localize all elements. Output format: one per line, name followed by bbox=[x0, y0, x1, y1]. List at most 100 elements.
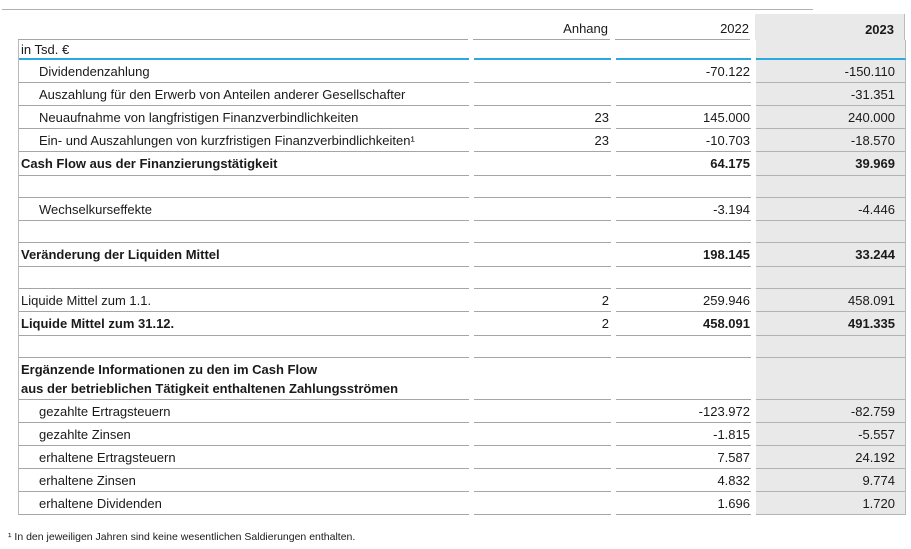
value-2023: -5.557 bbox=[756, 423, 906, 446]
value-2023 bbox=[756, 358, 906, 400]
table-row: Liquide Mittel zum 31.12. 2 458.091 491.335 bbox=[19, 312, 906, 336]
anhang-value bbox=[474, 198, 611, 221]
row-label bbox=[19, 336, 469, 358]
value-2023: 39.969 bbox=[756, 152, 906, 176]
anhang-value: 23 bbox=[474, 129, 611, 152]
anhang-value bbox=[474, 243, 611, 267]
table-row: Auszahlung für den Erwerb von Anteilen a… bbox=[19, 83, 906, 106]
value-2023: -82.759 bbox=[756, 400, 906, 423]
value-2023: 491.335 bbox=[756, 312, 906, 336]
header-2022: 2022 bbox=[615, 14, 750, 40]
value-2022: -1.815 bbox=[616, 423, 751, 446]
footnote: ¹ In den jeweiligen Jahren sind keine we… bbox=[8, 531, 356, 543]
table-row: Cash Flow aus der Finanzierungstätigkeit… bbox=[19, 152, 906, 176]
table-row: Neuaufnahme von langfristigen Finanzverb… bbox=[19, 106, 906, 129]
row-label: Dividendenzahlung bbox=[19, 60, 469, 83]
row-label: Neuaufnahme von langfristigen Finanzverb… bbox=[19, 106, 469, 129]
value-2023: -18.570 bbox=[756, 129, 906, 152]
value-2022: 259.946 bbox=[616, 289, 751, 312]
value-2023: -31.351 bbox=[756, 83, 906, 106]
anhang-value bbox=[474, 446, 611, 469]
row-label bbox=[19, 221, 469, 243]
value-2022: -10.703 bbox=[616, 129, 751, 152]
anhang-value: 23 bbox=[474, 106, 611, 129]
table-row: erhaltene Zinsen 4.832 9.774 bbox=[19, 469, 906, 492]
table-row: Ein- und Auszahlungen von kurzfristigen … bbox=[19, 129, 906, 152]
anhang-value bbox=[474, 492, 611, 515]
anhang-value bbox=[474, 176, 611, 198]
row-label: erhaltene Dividenden bbox=[19, 492, 469, 515]
row-label: Veränderung der Liquiden Mittel bbox=[19, 243, 469, 267]
row-label: Liquide Mittel zum 1.1. bbox=[19, 289, 469, 312]
row-label bbox=[19, 176, 469, 198]
header-2023: 2023 bbox=[755, 14, 905, 40]
value-2022: 198.145 bbox=[616, 243, 751, 267]
value-2023: 240.000 bbox=[756, 106, 906, 129]
spacer-row bbox=[19, 221, 906, 243]
unit-2023-cell bbox=[756, 40, 906, 60]
value-2022: 145.000 bbox=[616, 106, 751, 129]
anhang-value: 2 bbox=[474, 312, 611, 336]
anhang-value bbox=[474, 469, 611, 492]
row-label: Liquide Mittel zum 31.12. bbox=[19, 312, 469, 336]
row-label: Wechselkurseffekte bbox=[19, 198, 469, 221]
table-row: gezahlte Ertragsteuern -123.972 -82.759 bbox=[19, 400, 906, 423]
row-label: erhaltene Ertragsteuern bbox=[19, 446, 469, 469]
value-2023: 33.244 bbox=[756, 243, 906, 267]
top-rule bbox=[2, 9, 813, 10]
table-row: Veränderung der Liquiden Mittel 198.145 33… bbox=[19, 243, 906, 267]
header-label-cell bbox=[18, 14, 468, 40]
value-2022 bbox=[616, 267, 751, 289]
value-2023: 1.720 bbox=[756, 492, 906, 515]
row-label bbox=[19, 267, 469, 289]
value-2022: -123.972 bbox=[616, 400, 751, 423]
anhang-value bbox=[474, 267, 611, 289]
anhang-value bbox=[474, 358, 611, 400]
value-2022: 458.091 bbox=[616, 312, 751, 336]
value-2023 bbox=[756, 336, 906, 358]
row-label: Auszahlung für den Erwerb von Anteilen a… bbox=[19, 83, 469, 106]
anhang-value bbox=[474, 336, 611, 358]
table-row: Wechselkurseffekte -3.194 -4.446 bbox=[19, 198, 906, 221]
table-row: Dividendenzahlung -70.122 -150.110 bbox=[19, 60, 906, 83]
row-label: gezahlte Zinsen bbox=[19, 423, 469, 446]
table-row: Liquide Mittel zum 1.1. 2 259.946 458.091 bbox=[19, 289, 906, 312]
value-2023 bbox=[756, 267, 906, 289]
value-2022 bbox=[616, 336, 751, 358]
anhang-value bbox=[474, 152, 611, 176]
anhang-value: 2 bbox=[474, 289, 611, 312]
value-2022 bbox=[616, 83, 751, 106]
value-2023: 24.192 bbox=[756, 446, 906, 469]
anhang-value bbox=[474, 423, 611, 446]
cashflow-table: Anhang 2022 2023 in Tsd. € Dividendenzah… bbox=[18, 14, 906, 515]
value-2023: 9.774 bbox=[756, 469, 906, 492]
row-label: erhaltene Zinsen bbox=[19, 469, 469, 492]
row-label: Cash Flow aus der Finanzierungstätigkeit bbox=[19, 152, 469, 176]
spacer-row bbox=[19, 336, 906, 358]
unit-row: in Tsd. € bbox=[19, 40, 906, 60]
value-2022: 4.832 bbox=[616, 469, 751, 492]
value-2022: -70.122 bbox=[616, 60, 751, 83]
spacer-row bbox=[19, 176, 906, 198]
spacer-row bbox=[19, 267, 906, 289]
value-2023: 458.091 bbox=[756, 289, 906, 312]
value-2023: -150.110 bbox=[756, 60, 906, 83]
anhang-value bbox=[474, 60, 611, 83]
row-label: gezahlte Ertragsteuern bbox=[19, 400, 469, 423]
row-label: Ergänzende Informationen zu den im Cash … bbox=[19, 358, 469, 400]
value-2023 bbox=[756, 221, 906, 243]
table-row: gezahlte Zinsen -1.815 -5.557 bbox=[19, 423, 906, 446]
anhang-value bbox=[474, 400, 611, 423]
value-2022 bbox=[616, 358, 751, 400]
value-2022: 64.175 bbox=[616, 152, 751, 176]
table-row: erhaltene Ertragsteuern 7.587 24.192 bbox=[19, 446, 906, 469]
value-2023: -4.446 bbox=[756, 198, 906, 221]
value-2022: 1.696 bbox=[616, 492, 751, 515]
table-row: erhaltene Dividenden 1.696 1.720 bbox=[19, 492, 906, 515]
table-header-row: Anhang 2022 2023 bbox=[18, 14, 906, 40]
value-2022 bbox=[616, 176, 751, 198]
table-body: in Tsd. € Dividendenzahlung -70.122 -150.1… bbox=[18, 40, 906, 515]
value-2022: 7.587 bbox=[616, 446, 751, 469]
unit-anhang-cell bbox=[474, 40, 611, 60]
